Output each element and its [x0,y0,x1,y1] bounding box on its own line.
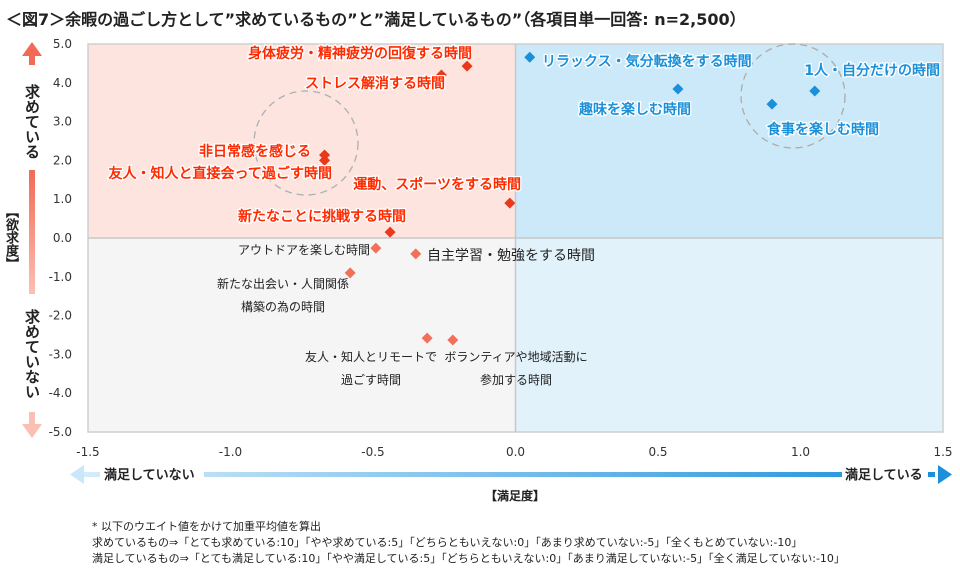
data-point-marker [524,51,536,63]
note-line-3: 満足しているもの⇒「とても満足している:10」「やや満足している:5」「どちらと… [92,552,845,565]
highlight-circle-blue [740,43,846,149]
data-point-label: 友人・知人とリモートで過ごす時間 [305,350,437,387]
data-point-marker [370,242,382,254]
data-point-label: アウトドアを楽しむ時間 [238,243,370,257]
data-point-marker [410,248,422,260]
data-point-marker [766,98,778,110]
y-tick-label: -2.0 [49,309,72,323]
y-tick-label: 4.0 [53,76,72,90]
arrow-up-shaft [29,55,35,65]
x-axis-gradient-bar [80,472,935,477]
data-point-label: 身体疲労・精神疲労の回復する時間 [248,45,472,62]
x-low-label: 満足していない [104,467,195,483]
y-tick-label: 0.0 [53,231,72,245]
data-point-marker [421,332,433,344]
y-axis-gradient-bar [29,170,35,294]
y-tick-label: 2.0 [53,153,72,167]
x-tick-label: -1.5 [76,445,99,459]
arrow-up-icon [22,42,42,56]
y-tick-label: -4.0 [49,386,72,400]
note-line-1: * 以下のウエイト値をかけて加重平均値を算出 [92,520,321,533]
data-point-label: 友人・知人と直接会って過ごす時間 [109,165,332,182]
arrow-right-icon [938,465,952,484]
x-low-label-bg [100,464,204,484]
x-tick-label: 0.0 [506,445,525,459]
highlight-circle-red [253,90,359,196]
data-point-label: 自主学習・勉強をする時間 [427,248,595,264]
x-high-label-bg [842,464,928,484]
data-point-label: リラックス・気分転換をする時間 [542,53,752,70]
arrow-down-icon [22,424,42,438]
data-point-label: 運動、スポーツをする時間 [353,176,521,193]
data-point-label: 新たなことに挑戦する時間 [238,208,406,225]
data-point-label: ストレス解消する時間 [305,75,445,92]
arrow-left-icon [70,465,84,484]
y-tick-label: 1.0 [53,192,72,206]
y-tick-label: -3.0 [49,347,72,361]
data-point-marker [447,334,459,346]
data-point-marker [809,85,821,97]
data-point-label: ボランティアや地域活動に参加する時間 [444,350,587,387]
data-point-marker [504,197,516,209]
data-point-marker [461,60,473,72]
data-point-label: 非日常感を感じる [199,143,311,160]
data-point-label: 食事を楽しむ時間 [767,121,879,138]
data-point-marker [344,267,356,279]
data-point-marker [672,83,684,95]
data-point-label: 1人・自分だけの時間 [804,62,940,79]
data-point-label: 趣味を楽しむ時間 [578,101,691,118]
y-axis-title: 【欲求度】 [3,205,18,270]
x-tick-label: -0.5 [361,445,384,459]
y-tick-label: -1.0 [49,270,72,284]
x-tick-label: 0.5 [648,445,667,459]
y-high-label: 求めている [23,84,41,159]
data-point-marker [435,69,447,81]
data-point-marker [384,226,396,238]
note-line-2: 求めているもの⇒「とても求めている:10」「やや求めている:5」「どちらともいえ… [92,536,803,549]
quadrant-bottom-right [515,238,943,432]
chart-title: ＜図7＞余暇の過ごし方として”求めているもの”と”満足しているもの”（各項目単一… [6,10,746,29]
x-tick-label: 1.5 [933,445,952,459]
x-tick-label: 1.0 [791,445,810,459]
arrow-down-shaft [29,412,35,424]
y-tick-label: -5.0 [49,425,72,439]
quadrant-bottom-left [88,238,516,432]
y-tick-label: 5.0 [53,37,72,51]
quadrant-top-right [515,44,943,238]
x-axis-title: 【満足度】 [485,488,545,503]
x-high-label: 満足している [845,467,923,483]
x-tick-label: -1.0 [219,445,242,459]
y-tick-label: 3.0 [53,115,72,129]
data-point-label: 新たな出会い・人間関係構築の為の時間 [217,276,349,314]
data-point-marker [319,154,331,166]
y-low-label: 求めていない [23,309,41,399]
